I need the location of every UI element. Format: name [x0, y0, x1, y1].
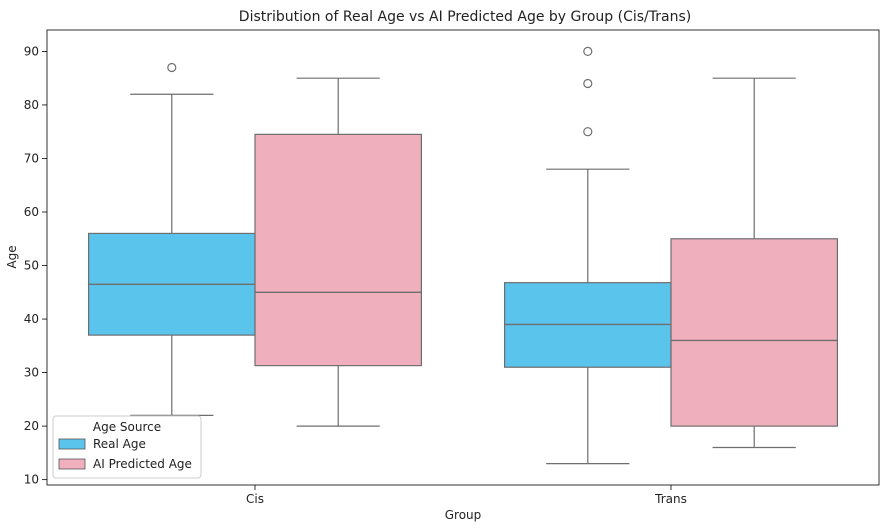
outlier-point-real-age — [583, 127, 593, 137]
legend: Age Source Real Age AI Predicted Age — [52, 415, 202, 479]
y-tick-label: 40 — [24, 312, 39, 326]
y-axis: 10 20 30 40 50 60 70 80 90 — [24, 44, 47, 487]
y-tick-label: 70 — [24, 151, 39, 165]
outlier-point-real-age — [583, 78, 593, 89]
x-tick-label: Cis — [246, 492, 264, 506]
chart-title: Distribution of Real Age vs AI Predicted… — [239, 9, 691, 25]
x-axis: Cis Trans — [246, 485, 687, 506]
legend-entry-real-age: Real Age — [93, 437, 146, 451]
y-tick-label: 10 — [24, 473, 39, 487]
legend-swatch-ai-predicted-age — [58, 458, 86, 470]
legend-swatch-real-age — [58, 438, 86, 450]
y-tick-label: 80 — [24, 98, 39, 112]
legend-entry-ai-predicted-age: AI Predicted Age — [93, 457, 192, 471]
y-tick-label: 60 — [24, 205, 39, 219]
y-tick-label: 90 — [24, 44, 39, 58]
legend-title: Age Source — [93, 420, 161, 434]
x-axis-label: Group — [445, 508, 482, 522]
y-axis-label: Age — [5, 245, 19, 268]
box-series — [87, 46, 838, 465]
x-tick-label: Trans — [654, 492, 687, 506]
y-tick-label: 50 — [24, 259, 39, 273]
outlier-point-real-age — [167, 62, 177, 73]
outlier-point-real-age — [583, 46, 593, 57]
legend-frame — [52, 415, 202, 479]
y-tick-label: 20 — [24, 419, 39, 433]
box-ai-predicted-age-trans — [670, 238, 838, 427]
box-ai-predicted-age-cis — [254, 133, 422, 367]
y-tick-label: 30 — [24, 366, 39, 380]
